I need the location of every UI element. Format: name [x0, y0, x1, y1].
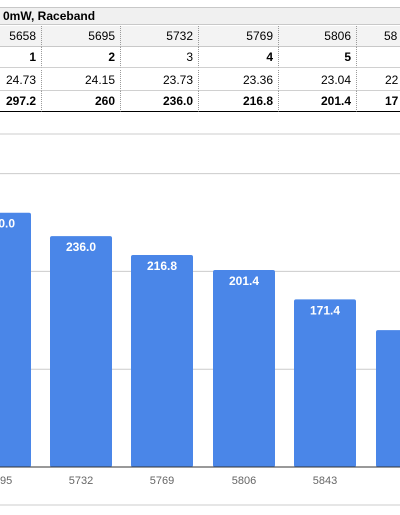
bar[interactable] [0, 212, 31, 467]
cell[interactable]: 22 [357, 70, 400, 91]
tick-label: 5843 [313, 475, 337, 487]
data-labels: 260.0 236.0 216.8 201.4 171.4 [0, 217, 340, 318]
tick-label: 5732 [69, 475, 93, 487]
cell[interactable]: 23.04 [279, 70, 357, 91]
cell[interactable]: 260 [42, 91, 121, 112]
cell[interactable]: 1 [0, 47, 42, 68]
x-axis-ticks: 5695 5732 5769 5806 5843 [0, 475, 337, 487]
cell[interactable] [357, 47, 400, 68]
cell[interactable]: 17 [357, 91, 400, 112]
cell[interactable]: 3 [121, 47, 199, 68]
cell[interactable]: 5695 [42, 26, 121, 47]
bar[interactable] [131, 254, 193, 467]
sheet-title-row[interactable]: 0mW, Raceband [0, 7, 400, 25]
cell[interactable]: 24.15 [42, 70, 121, 91]
tick-label: 5769 [150, 475, 174, 487]
bar[interactable] [376, 330, 400, 467]
bar[interactable] [294, 299, 356, 467]
cell[interactable]: 5732 [121, 26, 199, 47]
bars [0, 212, 400, 467]
bar[interactable] [213, 270, 275, 467]
cell[interactable]: 2 [42, 47, 121, 68]
sheet-title: 0mW, Raceband [3, 9, 96, 23]
data-label: 201.4 [229, 274, 259, 288]
data-label: 171.4 [310, 303, 340, 317]
data-label: 216.8 [147, 259, 177, 273]
cell[interactable]: 24.73 [0, 70, 42, 91]
cell[interactable]: 5 [279, 47, 357, 68]
channel-row: 1 2 3 4 5 [0, 47, 400, 68]
cell[interactable]: 297.2 [0, 91, 42, 112]
tick-label: 5695 [0, 475, 12, 487]
tick-label: 5806 [232, 475, 256, 487]
frequency-row: 5658 5695 5732 5769 5806 58 [0, 26, 400, 47]
cell[interactable]: 23.73 [121, 70, 199, 91]
cell[interactable]: 58 [357, 26, 400, 47]
bar[interactable] [50, 236, 112, 467]
cell[interactable]: 5806 [279, 26, 357, 47]
cell[interactable]: 5769 [199, 26, 279, 47]
totals-row: 297.2 260 236.0 216.8 201.4 17 [0, 91, 400, 112]
data-label: 260.0 [0, 217, 15, 231]
cell[interactable]: 236.0 [121, 91, 199, 112]
values-row: 24.73 24.15 23.73 23.36 23.04 22 [0, 70, 400, 91]
cell[interactable]: 216.8 [199, 91, 279, 112]
cell[interactable]: 5658 [0, 26, 42, 47]
cell[interactable]: 201.4 [279, 91, 357, 112]
data-label: 236.0 [66, 240, 96, 254]
cell[interactable]: 23.36 [199, 70, 279, 91]
cell[interactable]: 4 [199, 47, 279, 68]
